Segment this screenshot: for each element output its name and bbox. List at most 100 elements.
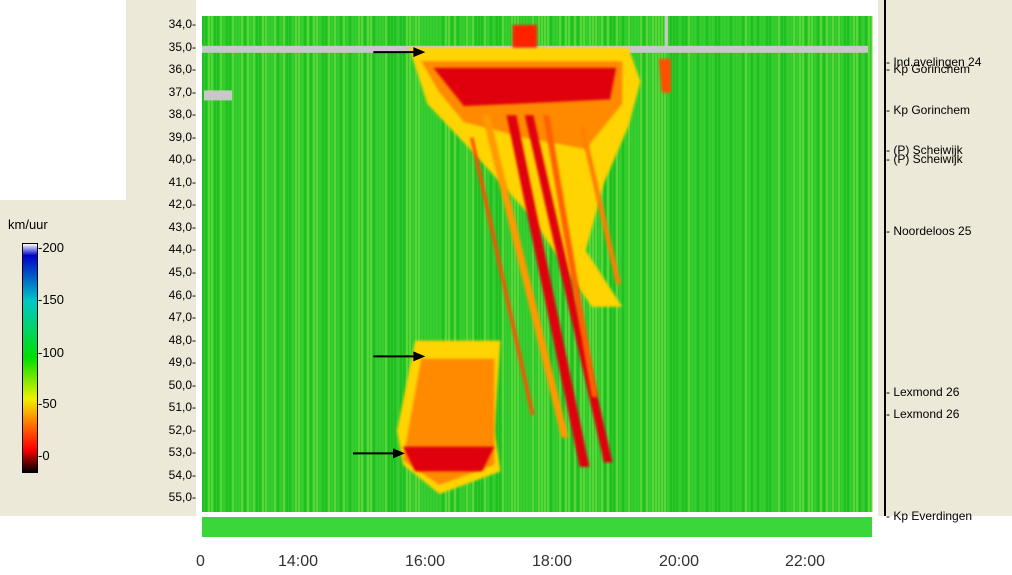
heat-stripe (202, 16, 204, 512)
heat-stripe (388, 16, 390, 512)
heat-stripe (811, 16, 813, 512)
heat-stripe (772, 16, 774, 512)
heat-stripe (742, 16, 744, 512)
heat-stripe (274, 16, 276, 512)
heat-stripe (223, 16, 225, 512)
heat-stripe (292, 16, 294, 512)
heat-stripe (508, 16, 510, 512)
heat-stripe (736, 16, 738, 512)
heat-stripe (553, 16, 555, 512)
heat-stripe (337, 16, 339, 512)
annotation-arrow-head (413, 47, 426, 58)
heat-stripe (685, 16, 687, 512)
heat-stripe (310, 16, 312, 512)
heat-stripe (250, 16, 252, 512)
heat-stripe (289, 16, 291, 512)
heat-stripe (823, 16, 825, 512)
heat-stripe (835, 16, 837, 512)
heat-stripe (472, 16, 474, 512)
heat-stripe (334, 16, 336, 512)
x-tick-label: 22:00 (785, 553, 826, 570)
heat-stripe (232, 16, 234, 512)
heat-stripe (853, 16, 855, 512)
congestion-spot (658, 58, 671, 93)
heat-stripe (838, 16, 840, 512)
heat-stripe (295, 16, 297, 512)
heat-stripe (307, 16, 309, 512)
location-label: - Noordeloos 25 (886, 224, 972, 239)
heat-stripe (400, 16, 402, 512)
heat-stripe (463, 16, 465, 512)
heat-stripe (610, 16, 612, 512)
heat-stripe (385, 16, 387, 512)
heat-stripe (829, 16, 831, 512)
heat-stripe (826, 16, 828, 512)
heat-stripe (346, 16, 348, 512)
heat-stripe (502, 16, 504, 512)
heat-stripe (235, 16, 237, 512)
heat-stripe (625, 16, 627, 512)
legend-tick-label: -100 (38, 345, 65, 360)
heat-stripe (712, 16, 714, 512)
heat-stripe (286, 16, 288, 512)
heat-stripe (760, 16, 762, 512)
heat-stripe (280, 16, 282, 512)
heat-stripe (778, 16, 780, 512)
heat-stripe (445, 16, 447, 512)
y-tick-label: 35,0- (168, 39, 196, 54)
heat-stripe (667, 16, 669, 512)
heat-stripe (868, 16, 870, 512)
heat-stripe (448, 16, 450, 512)
heat-stripe (394, 16, 396, 512)
heat-stripe (424, 16, 426, 512)
heat-stripe (442, 16, 444, 512)
y-tick-label: 44,0- (168, 242, 196, 257)
heat-stripe (439, 16, 441, 512)
heat-stripe (805, 16, 807, 512)
streak-orange-1 (482, 115, 569, 438)
heat-stripe (655, 16, 657, 512)
heat-stripe (691, 16, 693, 512)
heat-stripe (631, 16, 633, 512)
heat-stripe (787, 16, 789, 512)
location-label: - Kp Everdingen (886, 508, 973, 523)
congestion-red-top (512, 25, 537, 48)
heat-stripe (751, 16, 753, 512)
location-label: - Ind.avelingen 24 (886, 55, 982, 70)
heat-stripe (409, 16, 411, 512)
heat-stripe (466, 16, 468, 512)
heat-stripe (493, 16, 495, 512)
streak-orange-2 (543, 115, 598, 398)
x-tick-label: 0 (196, 553, 205, 570)
heat-stripe (862, 16, 864, 512)
heat-stripe (478, 16, 480, 512)
heat-stripe (799, 16, 801, 512)
heat-stripe (475, 16, 477, 512)
heat-stripe (847, 16, 849, 512)
missing-data-vertical (664, 16, 668, 53)
heat-stripe (793, 16, 795, 512)
streak-orange-4 (579, 126, 622, 285)
heat-stripe (340, 16, 342, 512)
heat-stripe (253, 16, 255, 512)
heat-stripe (367, 16, 369, 512)
heat-stripe (358, 16, 360, 512)
y-tick-label: 39,0- (168, 129, 196, 144)
heat-stripe (724, 16, 726, 512)
heat-stripe (739, 16, 741, 512)
y-tick-label: 52,0- (168, 422, 196, 437)
heat-stripe (820, 16, 822, 512)
heat-stripe (490, 16, 492, 512)
heat-stripe (430, 16, 432, 512)
heat-stripe (697, 16, 699, 512)
heat-stripe (373, 16, 375, 512)
heat-stripe (220, 16, 222, 512)
heat-stripe (313, 16, 315, 512)
heat-stripe (850, 16, 852, 512)
heat-stripe (214, 16, 216, 512)
heat-stripe (247, 16, 249, 512)
streak-red-1 (506, 115, 590, 467)
heat-stripe (745, 16, 747, 512)
right-divider (884, 0, 886, 516)
heat-stripe (814, 16, 816, 512)
